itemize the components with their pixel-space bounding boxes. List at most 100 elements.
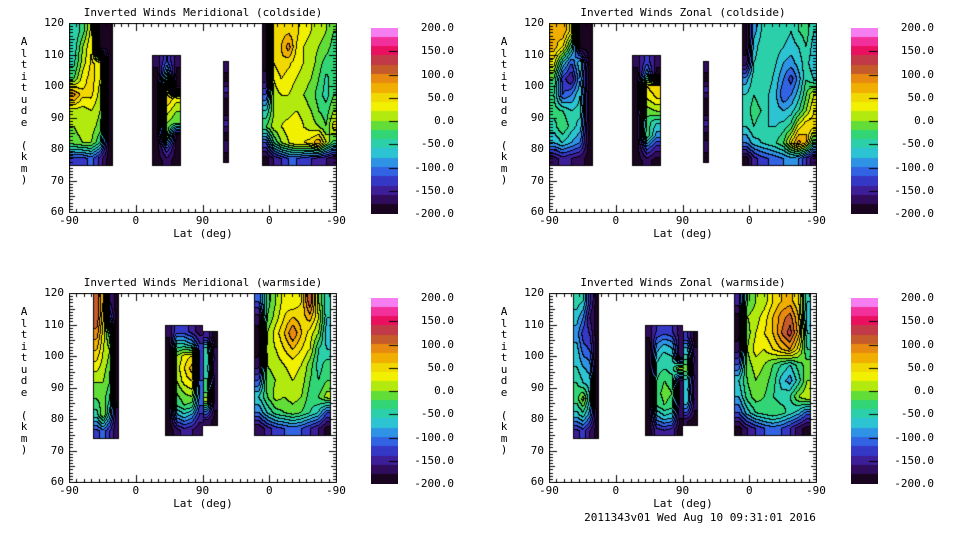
x-tick-label: 90 [195, 214, 210, 227]
chart-title: Inverted Winds Meridional (warmside) [83, 276, 323, 289]
colorbar-canvas [371, 28, 398, 214]
y-tick-label: 120 [44, 16, 64, 29]
x-axis-label: Lat (deg) [653, 497, 713, 510]
y-tick-label: 60 [530, 475, 544, 488]
colorbar-tick-label: 50.0 [907, 360, 935, 374]
y-tick-label: 60 [530, 205, 544, 218]
colorbar-tick-label: 100.0 [900, 337, 934, 351]
chart-title: Inverted Winds Zonal (warmside) [580, 276, 786, 289]
colorbar-tick-label: 100.0 [900, 67, 934, 81]
colorbar-tick-label: 50.0 [427, 360, 455, 374]
x-tick-label: 0 [745, 484, 753, 497]
colorbar-tick-label: -150.0 [414, 453, 454, 467]
colorbar-tick-label: -200.0 [414, 477, 454, 490]
colorbar-tick-label: 100.0 [420, 337, 454, 351]
y-tick-label: 120 [44, 286, 64, 299]
colorbar-tick-label: -200.0 [414, 207, 454, 220]
colorbar-canvas [371, 298, 398, 484]
contour-plot-canvas [69, 23, 337, 213]
y-tick-label: 110 [524, 317, 544, 331]
y-tick-label: 60 [50, 475, 64, 488]
y-axis-label: A l t i t u d e ( k m ) [500, 305, 508, 456]
x-tick-label: 0 [132, 214, 140, 227]
y-tick-label: 110 [44, 47, 64, 61]
colorbar-tick-label: -200.0 [894, 207, 934, 220]
x-tick-label: 90 [675, 214, 690, 227]
colorbar-tick-label: -50.0 [420, 137, 454, 151]
x-tick-label: 0 [132, 484, 140, 497]
colorbar-tick-label: 0.0 [434, 114, 454, 127]
y-axis-label: A l t i t u d e ( k m ) [20, 305, 28, 456]
colorbar-tick-label: -150.0 [894, 183, 934, 197]
panel-meridional-warmside: Inverted Winds Meridional (warmside) A l… [0, 270, 480, 540]
x-tick-label: -90 [59, 214, 79, 227]
colorbar-tick-label: 0.0 [914, 114, 934, 127]
x-tick-label: -90 [59, 484, 79, 497]
colorbar-tick-label: 50.0 [907, 90, 935, 104]
y-tick-label: 80 [50, 142, 64, 155]
y-tick-label: 120 [524, 286, 544, 299]
x-tick-label: 0 [745, 214, 753, 227]
x-tick-label: -90 [806, 484, 826, 497]
chart-title: Inverted Winds Meridional (coldside) [83, 6, 323, 19]
x-tick-label: -90 [806, 214, 826, 227]
colorbar-tick-label: 200.0 [900, 291, 934, 304]
colorbar-tick-label: 150.0 [900, 44, 934, 58]
y-tick-label: 120 [524, 16, 544, 29]
colorbar-tick-label: 200.0 [900, 21, 934, 34]
chart-title: Inverted Winds Zonal (coldside) [580, 6, 786, 19]
panel-zonal-warmside: Inverted Winds Zonal (warmside) A l t i … [480, 270, 960, 540]
timestamp: 2011343v01 Wed Aug 10 09:31:01 2016 [584, 511, 816, 524]
colorbar-tick-label: 0.0 [434, 384, 454, 397]
x-axis-label: Lat (deg) [173, 227, 233, 240]
y-tick-label: 90 [530, 380, 544, 394]
x-tick-label: 0 [612, 484, 620, 497]
y-tick-label: 80 [50, 412, 64, 425]
x-tick-label: 0 [612, 214, 620, 227]
colorbar-canvas [851, 28, 878, 214]
x-axis-label: Lat (deg) [653, 227, 713, 240]
colorbar-tick-label: -100.0 [894, 430, 934, 444]
y-tick-label: 80 [530, 142, 544, 155]
colorbar-tick-label: 200.0 [420, 21, 454, 34]
colorbar-tick-label: -150.0 [414, 183, 454, 197]
y-tick-label: 90 [50, 380, 64, 394]
contour-plot-canvas [549, 23, 817, 213]
y-tick-label: 70 [50, 443, 64, 457]
y-tick-label: 110 [524, 47, 544, 61]
x-tick-label: -90 [326, 484, 346, 497]
colorbar-tick-label: -100.0 [894, 160, 934, 174]
y-tick-label: 70 [530, 443, 544, 457]
y-axis-label: A l t i t u d e ( k m ) [20, 35, 28, 186]
y-tick-label: 90 [50, 110, 64, 124]
colorbar-tick-label: -100.0 [414, 160, 454, 174]
colorbar-tick-label: -100.0 [414, 430, 454, 444]
y-tick-label: 80 [530, 412, 544, 425]
colorbar-tick-label: 0.0 [914, 384, 934, 397]
x-tick-label: 0 [265, 484, 273, 497]
y-tick-label: 110 [44, 317, 64, 331]
y-tick-label: 60 [50, 205, 64, 218]
colorbar-tick-label: -50.0 [420, 407, 454, 421]
y-tick-label: 100 [44, 349, 64, 362]
x-tick-label: 0 [265, 214, 273, 227]
colorbar-tick-label: -50.0 [900, 407, 934, 421]
colorbar-tick-label: -200.0 [894, 477, 934, 490]
x-tick-label: -90 [326, 214, 346, 227]
y-tick-label: 70 [50, 173, 64, 187]
x-tick-label: -90 [539, 484, 559, 497]
colorbar-tick-label: 50.0 [427, 90, 455, 104]
x-axis-label: Lat (deg) [173, 497, 233, 510]
x-tick-label: 90 [675, 484, 690, 497]
colorbar-canvas [851, 298, 878, 484]
x-tick-label: 90 [195, 484, 210, 497]
colorbar-tick-label: 150.0 [900, 314, 934, 328]
colorbar-tick-label: 100.0 [420, 67, 454, 81]
contour-plot-canvas [549, 293, 817, 483]
colorbar-tick-label: 200.0 [420, 291, 454, 304]
y-tick-label: 90 [530, 110, 544, 124]
y-tick-label: 100 [524, 79, 544, 92]
x-tick-label: -90 [539, 214, 559, 227]
y-axis-label: A l t i t u d e ( k m ) [500, 35, 508, 186]
